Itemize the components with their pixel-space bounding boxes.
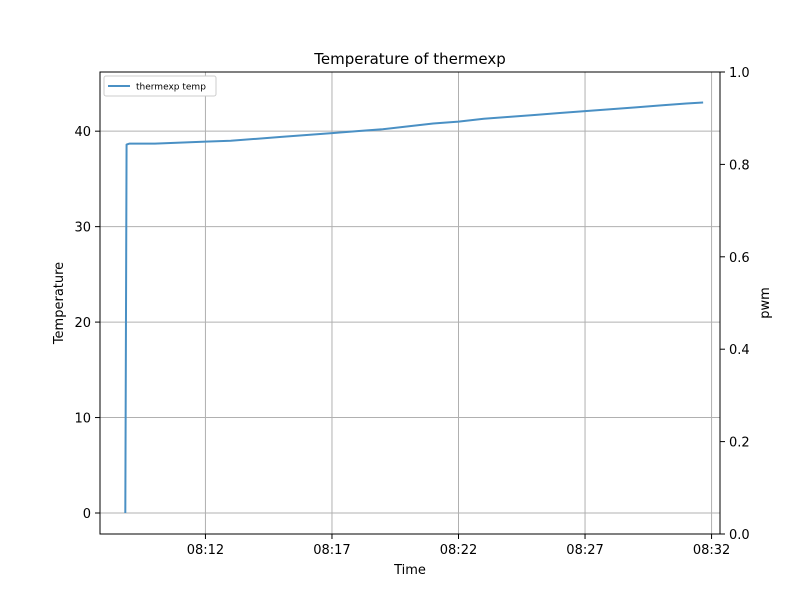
y-tick-label: 10	[74, 412, 91, 427]
y2-tick-label: 1.0	[729, 66, 750, 81]
y2-axis-label: pwm	[758, 287, 773, 319]
legend: thermexp temp	[103, 75, 217, 97]
y2-tick-label: 0.8	[729, 158, 750, 173]
y2-axis: 0.0 0.2 0.4 0.6 0.8 1.0	[720, 66, 750, 543]
x-axis-label: Time	[393, 563, 426, 578]
y-axis: 0 10 20 30 40	[74, 125, 100, 522]
series-line-thermexp-temp	[124, 101, 704, 514]
legend-label: thermexp temp	[136, 83, 206, 93]
x-tick-label: 08:27	[566, 543, 603, 558]
x-tick-label: 08:32	[693, 543, 730, 558]
y-tick-label: 0	[83, 507, 91, 522]
plot-frame	[99, 71, 721, 535]
chart-title: Temperature of thermexp	[313, 50, 506, 68]
y2-tick-label: 0.6	[729, 251, 750, 266]
y-tick-label: 40	[74, 125, 91, 140]
x-axis: 08:12 08:17 08:22 08:27 08:32	[187, 534, 730, 558]
x-tick-label: 08:12	[187, 543, 224, 558]
y-axis-label: Temperature	[52, 262, 67, 345]
grid	[100, 72, 720, 534]
series-group	[124, 101, 704, 514]
y2-tick-label: 0.4	[729, 343, 750, 358]
legend-box	[103, 75, 217, 97]
y2-tick-label: 0.2	[729, 436, 750, 451]
y-tick-label: 30	[74, 221, 91, 236]
y2-tick-label: 0.0	[729, 528, 750, 543]
x-tick-label: 08:17	[313, 543, 350, 558]
x-tick-label: 08:22	[440, 543, 477, 558]
y-tick-label: 20	[74, 316, 91, 331]
